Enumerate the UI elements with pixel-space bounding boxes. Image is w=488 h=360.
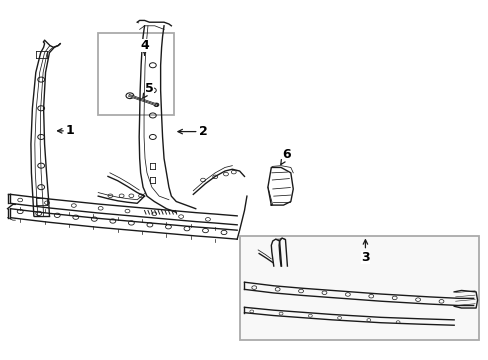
Bar xyxy=(239,235,478,339)
Circle shape xyxy=(154,103,159,107)
Text: 4: 4 xyxy=(140,39,149,55)
Text: 2: 2 xyxy=(178,125,207,138)
Text: 5: 5 xyxy=(142,82,154,98)
Text: 1: 1 xyxy=(58,124,75,138)
Bar xyxy=(98,33,173,116)
Text: 3: 3 xyxy=(360,240,369,264)
Text: 6: 6 xyxy=(280,148,291,165)
